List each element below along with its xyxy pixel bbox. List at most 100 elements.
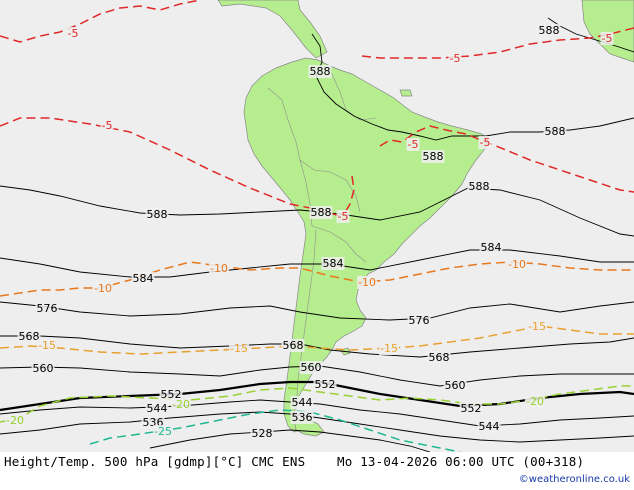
label-halo [17,330,41,343]
temp-label: -5 [450,52,461,65]
border-6 [329,69,377,121]
label-halo [537,24,561,37]
temp-label: -15 [38,339,56,352]
label-halo [309,206,333,219]
credit-link[interactable]: ©weatheronline.co.uk [518,474,630,485]
temp-label: -5 [602,32,613,45]
height-label: 552 [161,388,182,401]
height-label: 588 [311,206,332,219]
label-halo [153,425,173,438]
height-label: 584 [481,241,502,254]
height-label: 536 [292,411,313,424]
height-contour-584 [0,249,634,278]
temp-label: -20 [6,414,24,427]
label-halo [427,351,451,364]
temp-label: -5 [408,138,419,151]
temp-label: -5 [338,210,349,223]
height-label: 588 [545,125,566,138]
border-4 [311,225,367,263]
height-label: 568 [429,351,450,364]
height-label: 584 [133,272,154,285]
label-halo [131,272,155,285]
label-halo [171,398,191,411]
label-halo [290,411,314,424]
height-label: 588 [469,180,490,193]
temp-label: -5 [68,27,79,40]
temp-label: -10 [508,258,526,271]
label-halo [443,379,467,392]
height-label: 552 [461,402,482,415]
label-halo [290,396,314,409]
height-label: 588 [310,65,331,78]
height-label: 588 [539,24,560,37]
temp-contour-minus5-north [0,0,201,43]
label-halo [543,125,567,138]
label-halo [448,52,462,65]
height-contour-536 [0,411,634,443]
label-halo [299,361,323,374]
label-halo [93,282,113,295]
temp-label: -15 [380,342,398,355]
height-label: 560 [445,379,466,392]
temp-label: -5 [480,136,491,149]
label-halo [321,257,345,270]
label-halo [467,180,491,193]
height-label: 576 [409,314,430,327]
label-halo [250,427,274,440]
label-halo [209,262,229,275]
label-halo [66,27,80,40]
temp-label: -25 [154,425,172,438]
height-label: 528 [252,427,273,440]
temp-contour-minus5-brazil [343,175,355,215]
temp-contour-minus20 [0,385,634,423]
height-contour-544 [0,399,634,427]
label-halo [357,276,377,289]
border-5 [295,229,317,411]
height-label: 588 [423,150,444,163]
label-halo [477,420,501,433]
africa-corner-land [581,0,634,63]
height-contour-528 [149,429,431,452]
label-halo [100,119,114,132]
label-halo [525,395,545,408]
label-halo [478,136,492,149]
label-halo [379,342,399,355]
border-1 [267,87,301,161]
temp-label: -15 [528,320,546,333]
temp-label: -20 [526,395,544,408]
height-label: 568 [283,339,304,352]
height-label: 560 [301,361,322,374]
label-halo [600,32,614,45]
map-footer: Height/Temp. 500 hPa [gdmp][°C] CMC ENS … [0,452,634,490]
height-contour-576 [0,301,634,321]
label-halo [145,402,169,415]
label-halo [37,339,57,352]
label-halo [5,414,25,427]
label-halo [507,258,527,271]
label-halo [229,342,249,355]
height-label: 560 [33,362,54,375]
label-halo [336,210,350,223]
height-label: 584 [323,257,344,270]
height-label: 544 [147,402,168,415]
label-halo [313,378,337,391]
height-label: 568 [19,330,40,343]
temp-label: -5 [102,119,113,132]
label-halo [145,208,169,221]
label-halo [308,65,332,78]
temp-label: -10 [358,276,376,289]
label-halo [407,314,431,327]
label-halo [421,150,445,163]
central-america-land [217,0,328,59]
temp-label: -20 [172,398,190,411]
height-label: 552 [315,378,336,391]
temperature-labels: -5 -5 -5 -5 -5 -5 -5 -10 -10 -10 -10 -15… [5,27,614,438]
label-halo [281,339,305,352]
height-label: 544 [479,420,500,433]
temp-contour-minus5-east [379,125,634,193]
caribbean-island-land [399,89,413,97]
border-2 [299,159,361,213]
height-label: 588 [147,208,168,221]
country-borders [267,69,377,411]
label-halo [406,138,420,151]
